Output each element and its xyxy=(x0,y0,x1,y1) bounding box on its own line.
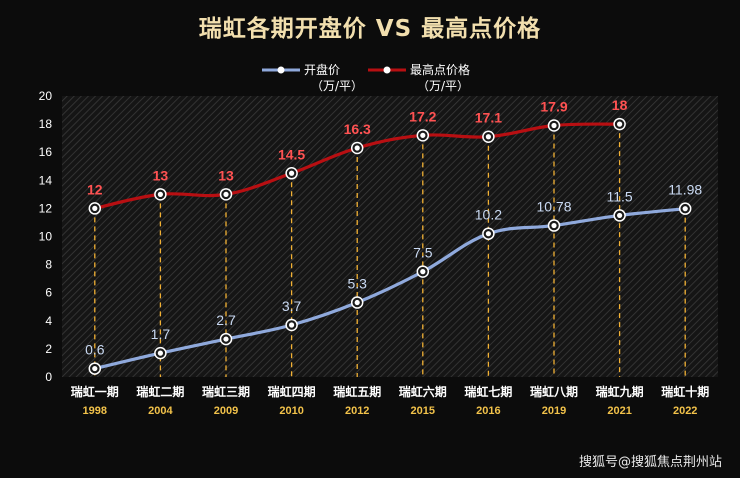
x-year-label: 2009 xyxy=(214,405,238,417)
data-point-core xyxy=(157,191,163,197)
y-tick-label: 12 xyxy=(39,201,53,215)
x-year-label: 2021 xyxy=(607,405,631,417)
data-label: 13 xyxy=(153,167,169,183)
data-point-core xyxy=(682,206,688,212)
y-tick-label: 4 xyxy=(45,314,52,328)
y-tick-label: 6 xyxy=(45,286,52,300)
x-category-label: 瑞虹五期 xyxy=(333,384,381,399)
data-label: 16.3 xyxy=(344,121,371,137)
data-point-core xyxy=(485,231,491,237)
data-labels: 0.6 1.7 2.7 3.7 5.3 7.5 10.2 10.78 11.5 11.98 12 13… xyxy=(85,97,702,357)
legend-unit-high: （万/平） xyxy=(417,79,469,93)
y-tick-label: 10 xyxy=(39,230,53,244)
x-category-label: 瑞虹二期 xyxy=(136,384,184,399)
legend-item-high: 最高点价格 （万/平） xyxy=(368,62,470,93)
data-point-core xyxy=(420,132,426,138)
data-label: 17.2 xyxy=(409,108,436,124)
x-year-label: 2022 xyxy=(673,405,697,417)
data-label: 12 xyxy=(87,181,103,197)
data-point-core xyxy=(420,269,426,275)
y-tick-label: 8 xyxy=(45,258,52,272)
data-label: 5.3 xyxy=(347,276,367,292)
data-label: 13 xyxy=(218,167,234,183)
x-axis: 瑞虹一期 1998 瑞虹二期 2004 瑞虹三期 2009 瑞虹四期 2010 瑞虹五期 2012… xyxy=(71,384,709,417)
x-year-label: 2010 xyxy=(279,405,303,417)
data-points xyxy=(88,117,692,375)
x-category-label: 瑞虹四期 xyxy=(268,384,316,399)
data-point-core xyxy=(617,212,623,219)
data-point-core xyxy=(354,145,360,151)
y-tick-label: 14 xyxy=(39,173,53,187)
data-point-core xyxy=(485,134,491,140)
x-category-label: 瑞虹三期 xyxy=(202,384,250,399)
data-point-core xyxy=(551,122,557,129)
data-point-core xyxy=(92,205,98,211)
x-category-label: 瑞虹八期 xyxy=(530,384,578,399)
data-label: 1.7 xyxy=(151,326,171,342)
data-label: 17.1 xyxy=(475,110,502,126)
y-tick-label: 2 xyxy=(45,342,52,356)
data-point-core xyxy=(551,222,557,229)
legend-marker-high xyxy=(383,66,391,74)
data-label: 17.9 xyxy=(540,99,567,115)
data-label: 10.2 xyxy=(475,207,502,223)
data-point-core xyxy=(289,170,295,176)
data-label: 0.6 xyxy=(85,342,105,358)
x-year-label: 2004 xyxy=(148,405,173,417)
y-tick-label: 20 xyxy=(39,89,53,103)
data-point-core xyxy=(223,191,229,197)
data-label: 11.5 xyxy=(606,188,632,204)
data-point-core xyxy=(289,322,295,328)
x-year-label: 2015 xyxy=(411,405,435,417)
data-point-core xyxy=(157,350,163,356)
legend: 开盘价 （万/平） 最高点价格 （万/平） xyxy=(262,62,470,93)
chart-title: 瑞虹各期开盘价 VS 最高点价格 xyxy=(199,15,541,42)
y-tick-label: 18 xyxy=(39,117,53,131)
plot-area xyxy=(62,96,718,377)
data-label: 7.5 xyxy=(413,245,433,261)
legend-label-open: 开盘价 xyxy=(304,62,340,77)
y-axis: 0 2 4 6 8 10 12 14 16 18 20 xyxy=(39,89,53,384)
data-label: 10.78 xyxy=(536,199,571,215)
x-category-label: 瑞虹一期 xyxy=(71,384,119,399)
data-point-core xyxy=(354,299,360,306)
drop-lines xyxy=(94,124,686,377)
data-point-core xyxy=(617,121,623,127)
series-line-open xyxy=(93,207,687,371)
x-year-label: 1998 xyxy=(83,405,107,417)
x-year-label: 2012 xyxy=(345,405,369,417)
data-label: 14.5 xyxy=(278,146,305,162)
watermark-text: 搜狐号@搜狐焦点荆州站 xyxy=(579,454,722,470)
data-label: 18 xyxy=(612,97,628,113)
y-tick-label: 16 xyxy=(39,145,53,159)
x-category-label: 瑞虹六期 xyxy=(399,384,447,399)
data-label: 2.7 xyxy=(216,312,236,328)
y-tick-label: 0 xyxy=(45,370,52,384)
x-category-label: 瑞虹十期 xyxy=(661,384,709,399)
data-point-core xyxy=(223,336,229,342)
legend-label-high: 最高点价格 xyxy=(410,62,470,77)
legend-marker-open xyxy=(277,66,285,74)
data-point-core xyxy=(92,365,98,372)
legend-item-open: 开盘价 （万/平） xyxy=(262,62,363,93)
legend-unit-open: （万/平） xyxy=(311,79,363,93)
x-year-label: 2016 xyxy=(476,405,500,417)
data-label: 11.98 xyxy=(668,182,702,198)
x-category-label: 瑞虹七期 xyxy=(464,384,512,399)
x-category-label: 瑞虹九期 xyxy=(596,384,644,399)
data-label: 3.7 xyxy=(282,298,302,314)
x-year-label: 2019 xyxy=(542,405,566,417)
